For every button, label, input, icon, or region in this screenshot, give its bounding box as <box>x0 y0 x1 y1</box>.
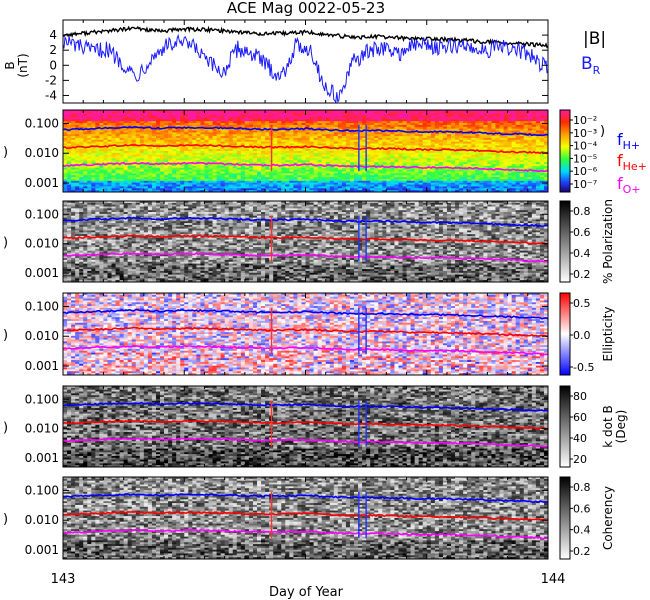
colorbar-tick-label-panel-5: 60 <box>573 411 587 424</box>
series-line-b-r <box>63 36 548 103</box>
colorbar-tick-label-panel-4: 0.5 <box>573 297 591 310</box>
y-axis-label-clip: ) <box>3 145 8 160</box>
colorbar-tick-label-panel-2: 10⁻⁵ <box>573 152 597 165</box>
legend-f-o-sub: O+ <box>623 183 641 196</box>
legend-b-r-sub: R <box>593 64 601 77</box>
y-tick-label-panel-5: 0.010 <box>25 422 59 436</box>
colorbar-tick-label-panel-6: 0.8 <box>573 481 591 494</box>
colorbar-panel-3 <box>560 201 570 282</box>
y-tick-label-panel-6: 0.010 <box>25 513 59 527</box>
colorbar-tick-label-panel-5: 40 <box>573 432 587 445</box>
y-tick-label-panel-3: 0.100 <box>25 207 59 221</box>
colorbar-tick-label-panel-3: 0.6 <box>573 226 591 239</box>
colorbar-tick-label-panel-2: 10⁻² <box>573 114 597 127</box>
y-tick-label-panel-5: 0.100 <box>25 392 59 406</box>
y-tick-label-panel-1: 0 <box>49 58 57 72</box>
y-tick-label-panel-2: 0.001 <box>25 176 59 190</box>
legend-f-he-sub: He+ <box>623 160 647 173</box>
colorbar-panel-6 <box>560 477 570 559</box>
colorbar-panel-2 <box>560 110 570 192</box>
y-tick-label-panel-4: 0.100 <box>25 299 59 313</box>
y-tick-label-panel-3: 0.001 <box>25 266 59 280</box>
y-tick-label-panel-6: 0.100 <box>25 483 59 497</box>
y-tick-label-panel-2: 0.010 <box>25 146 59 160</box>
colorbar-label-panel-6: Coherency <box>601 486 615 550</box>
y-tick-label-panel-4: 0.001 <box>25 359 59 373</box>
y-tick-label-panel-1: 4 <box>49 28 57 42</box>
colorbar-tick-label-panel-6: 0.6 <box>573 502 591 515</box>
figure-title: ACE Mag 0022-05-23 <box>227 0 385 17</box>
y-tick-label-panel-1: -4 <box>45 88 57 102</box>
colorbar-tick-label-panel-3: 0.4 <box>573 247 591 260</box>
series-line-b-total <box>63 27 548 47</box>
colorbar-tick-label-panel-4: -0.5 <box>573 361 594 374</box>
colorbar-tick-label-panel-2: 10⁻⁷ <box>573 178 597 191</box>
colorbar-tick-label-panel-6: 0.4 <box>573 524 591 537</box>
y-tick-label-panel-1: 2 <box>49 43 57 57</box>
x-tick-start: 143 <box>51 572 76 587</box>
colorbar-tick-label-panel-5: 20 <box>573 453 587 466</box>
colorbar-label-panel-5: k dot B <box>601 405 615 447</box>
y-axis-unit-panel-1: (nT) <box>16 53 30 77</box>
y-tick-label-panel-1: -2 <box>45 73 57 87</box>
y-tick-label-panel-3: 0.010 <box>25 237 59 251</box>
colorbar-label-clip: ) <box>600 124 605 139</box>
colorbar-tick-label-panel-4: 0.0 <box>573 329 591 342</box>
y-axis-label-clip: ) <box>3 328 8 343</box>
colorbar-tick-label-panel-2: 10⁻³ <box>573 127 597 140</box>
legend-f-h: fH+ <box>617 130 640 152</box>
legend-f-h-sub: H+ <box>623 139 641 152</box>
colorbar-tick-label-panel-6: 0.2 <box>573 545 591 558</box>
y-axis-label-panel-1: B <box>3 61 17 69</box>
legend-b-r: BR <box>581 54 601 77</box>
legend-b-r-main: B <box>581 54 593 74</box>
y-tick-label-panel-6: 0.001 <box>25 543 59 557</box>
colorbar-panel-4 <box>560 293 570 375</box>
y-axis-label-clip: ) <box>3 512 8 527</box>
colorbar-tick-label-panel-2: 10⁻⁴ <box>573 140 598 153</box>
colorbar-tick-label-panel-5: 80 <box>573 390 587 403</box>
y-axis-label-clip: ) <box>3 421 8 436</box>
y-tick-label-panel-4: 0.010 <box>25 329 59 343</box>
heatmap-cells-kdotb <box>63 386 548 467</box>
colorbar-tick-label-panel-3: 0.8 <box>573 205 591 218</box>
colorbar-label-panel-4: Ellipticity <box>601 307 615 362</box>
colorbar-tick-label-panel-2: 10⁻⁶ <box>573 165 598 178</box>
y-tick-label-panel-2: 0.100 <box>25 116 59 130</box>
colorbar-label-panel-3: % Polarization <box>601 199 615 284</box>
colorbar-panel-5 <box>560 386 570 467</box>
x-axis-label: Day of Year <box>269 585 344 600</box>
legend-f-he: fHe+ <box>617 151 647 173</box>
legend-b-total: |B| <box>583 29 606 49</box>
colorbar-tick-label-panel-3: 0.2 <box>573 268 591 281</box>
legend-f-o: fO+ <box>617 174 641 196</box>
y-axis-label-clip: ) <box>3 236 8 251</box>
panels: 420-2-4B (nT)0.1000.0100.001)10⁻²10⁻³10⁻⁴… <box>3 20 628 559</box>
colorbar-unit-panel-5: (Deg) <box>614 410 628 444</box>
y-tick-label-panel-5: 0.001 <box>25 451 59 465</box>
x-tick-end: 144 <box>541 572 566 587</box>
